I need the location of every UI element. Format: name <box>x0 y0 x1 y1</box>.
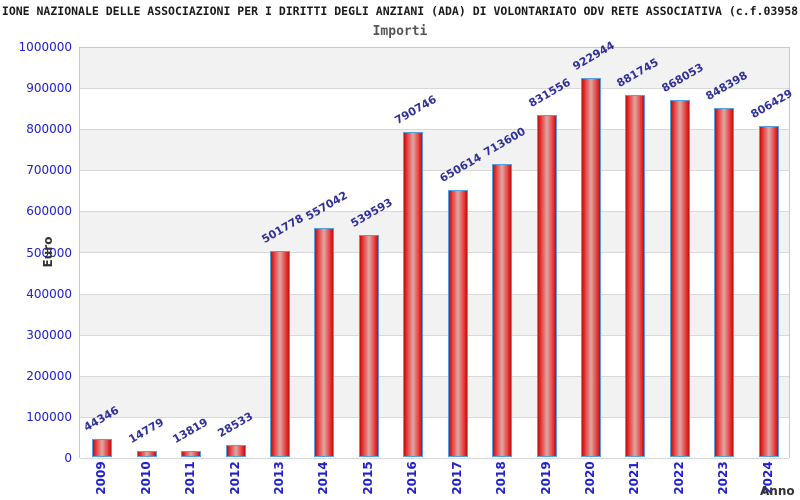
x-tick-label: 2011 <box>183 461 197 495</box>
x-tick-label: 2015 <box>361 461 375 495</box>
bar-2013 <box>270 251 290 457</box>
x-tick-label: 2010 <box>139 461 153 495</box>
y-tick-label: 500000 <box>26 245 72 260</box>
x-tick-label: 2022 <box>672 461 686 495</box>
bar-2022 <box>670 100 690 457</box>
bar-2019 <box>537 115 557 457</box>
y-tick-label: 0 <box>64 451 72 465</box>
grid-band <box>80 48 789 90</box>
x-tick-label: 2013 <box>272 461 286 495</box>
x-tick-label: 2019 <box>539 461 553 495</box>
bar-2011 <box>181 451 201 457</box>
plot-area: 44346 14779 13819 28533 501778 557042 539593 79… <box>79 39 795 459</box>
y-tick-label: 900000 <box>26 81 72 96</box>
y-tick-label: 100000 <box>26 409 72 424</box>
chart-title: IONE NAZIONALE DELLE ASSOCIAZIONI PER I … <box>1 4 799 18</box>
x-tick-label: 2017 <box>450 461 464 495</box>
bar-2012 <box>226 445 246 457</box>
x-tick-label: 2023 <box>716 461 730 495</box>
bar-2024 <box>759 126 779 457</box>
y-tick-label: 400000 <box>26 286 72 301</box>
x-tick-label: 2021 <box>627 461 641 495</box>
y-tick-label: 300000 <box>26 327 72 342</box>
x-tick-label: 2012 <box>228 461 242 495</box>
bar-2017 <box>448 190 468 457</box>
y-tick-label: 1000000 <box>18 40 72 54</box>
bar-2023 <box>714 108 734 457</box>
bar-2018 <box>492 164 512 457</box>
y-tick-label: 200000 <box>26 368 72 383</box>
y-tick-label: 700000 <box>26 163 72 178</box>
bar-2014 <box>314 228 334 457</box>
x-tick-label: 2018 <box>494 461 508 495</box>
bar-2009 <box>92 439 112 457</box>
bar-2015 <box>359 235 379 457</box>
bar-2021 <box>625 95 645 457</box>
y-tick-label: 800000 <box>26 122 72 137</box>
x-tick-label: 2014 <box>316 461 330 495</box>
y-tick-label: 600000 <box>26 204 72 219</box>
x-tick-label: 2020 <box>583 461 597 495</box>
x-axis-title: Anno <box>760 484 795 498</box>
chart-subtitle: Importi <box>372 24 428 39</box>
x-tick-label: 2009 <box>94 461 108 495</box>
x-tick-label: 2016 <box>405 461 419 495</box>
bar-2016 <box>403 132 423 457</box>
bar-2020 <box>581 78 601 457</box>
bar-2010 <box>137 451 157 457</box>
y-axis-title: Euro <box>41 236 55 268</box>
